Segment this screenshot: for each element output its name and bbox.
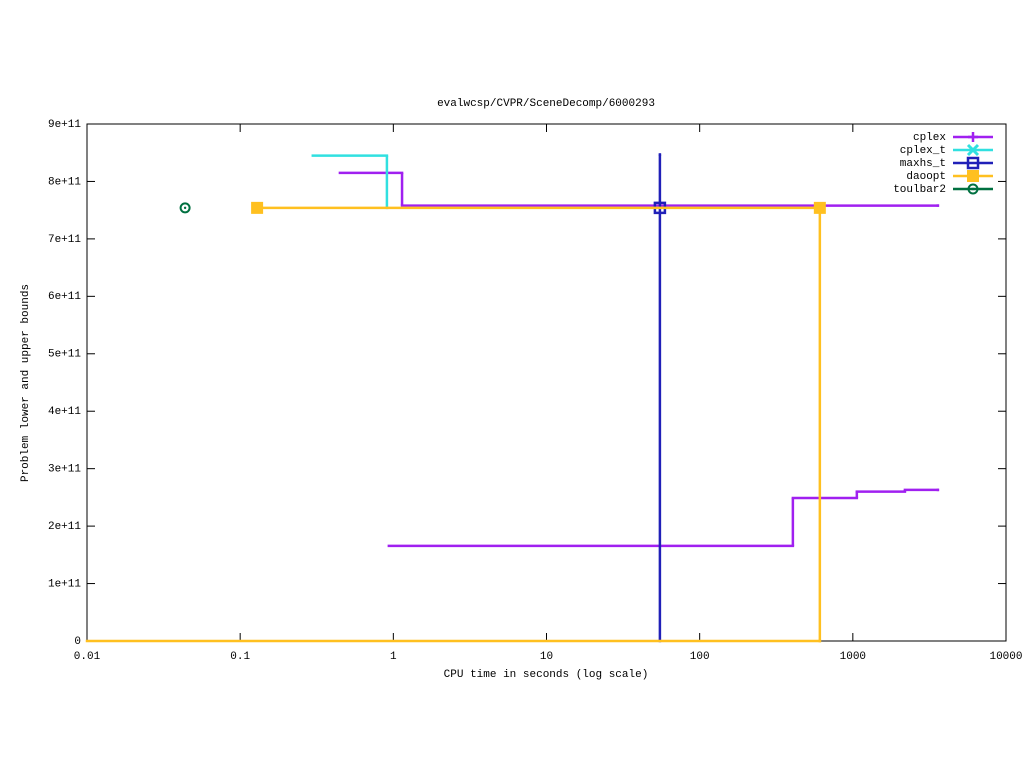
y-tick-label: 3e+11 — [48, 464, 81, 476]
marker — [251, 201, 264, 214]
legend-label: cplex_t — [900, 145, 946, 157]
y-tick-label: 9e+11 — [48, 119, 81, 131]
legend-label: toulbar2 — [893, 184, 946, 196]
x-tick-label: 1 — [390, 651, 397, 663]
x-tick-label: 1000 — [840, 651, 866, 663]
marker — [966, 156, 980, 170]
marker — [179, 202, 191, 214]
x-tick-label: 10 — [540, 651, 553, 663]
marker-shape — [966, 156, 980, 170]
plot-frame — [86, 123, 1007, 642]
x-tick-label: 10000 — [989, 651, 1022, 663]
y-tick-label: 5e+11 — [48, 349, 81, 361]
y-tick-label: 7e+11 — [48, 234, 81, 246]
marker-shape — [183, 206, 187, 210]
marker-shape — [966, 143, 980, 157]
marker-shape — [813, 201, 826, 214]
marker-shape — [179, 202, 191, 214]
y-tick-label: 1e+11 — [48, 578, 81, 590]
marker-shape — [251, 201, 264, 214]
y-axis-label: Problem lower and upper bounds — [20, 284, 32, 482]
legend-label: daoopt — [906, 171, 946, 183]
x-tick-label: 0.01 — [74, 651, 101, 663]
marker — [967, 170, 979, 182]
y-tick-label: 2e+11 — [48, 521, 81, 533]
y-tick-label: 4e+11 — [48, 406, 81, 418]
marker-shape — [971, 187, 975, 191]
y-tick-label: 8e+11 — [48, 176, 81, 188]
legend-label: maxhs_t — [900, 158, 946, 170]
chart-title: evalwcsp/CVPR/SceneDecomp/6000293 — [437, 98, 655, 110]
marker-shape — [967, 170, 979, 182]
x-axis-label: CPU time in seconds (log scale) — [444, 669, 649, 681]
legend-label: cplex — [913, 132, 946, 144]
y-tick-label: 6e+11 — [48, 291, 81, 303]
marker — [968, 132, 978, 142]
x-tick-label: 100 — [690, 651, 710, 663]
marker — [967, 183, 979, 195]
marker-shape — [967, 183, 979, 195]
x-tick-label: 0.1 — [230, 651, 250, 663]
marker-shape — [968, 132, 978, 142]
marker — [966, 143, 980, 157]
marker — [813, 201, 826, 214]
y-tick-label: 0 — [74, 636, 81, 648]
